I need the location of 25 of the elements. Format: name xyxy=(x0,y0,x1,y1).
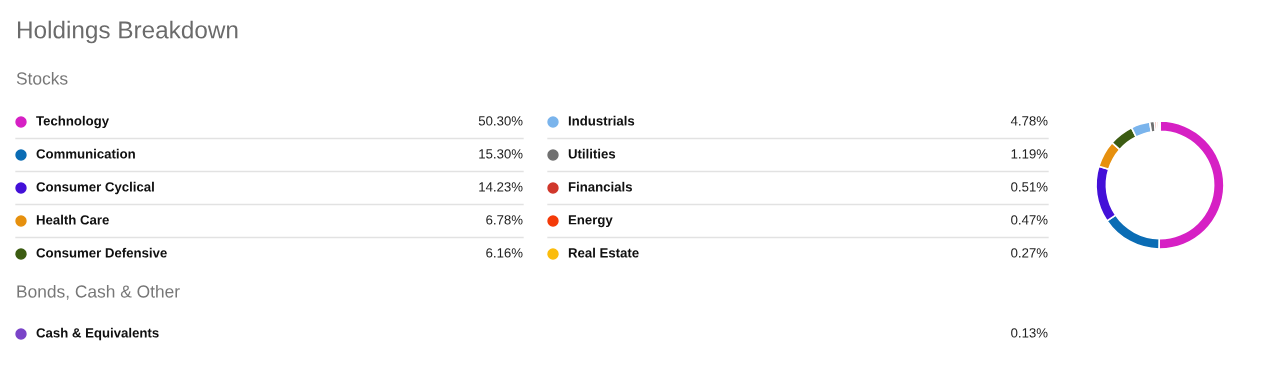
data-label: 0.51% xyxy=(1011,182,1048,192)
chart-title: Holdings Breakdown xyxy=(17,20,238,44)
data-label: 0.27% xyxy=(1011,248,1048,258)
legend-label: Consumer Defensive xyxy=(36,247,167,258)
legend-label: Cash & Equivalents xyxy=(36,327,159,341)
legend-label: Utilities xyxy=(568,148,616,159)
legend-label: Industrials xyxy=(568,115,635,126)
legend-label: Technology xyxy=(36,115,109,129)
data-label: 50.30% xyxy=(478,116,523,126)
data-label: 1.19% xyxy=(1011,149,1048,159)
legend-label: Health Care xyxy=(36,214,109,225)
legend-label: Financials xyxy=(568,181,632,192)
data-label: 0.13% xyxy=(1011,328,1048,338)
legend-label: Communication xyxy=(36,148,135,159)
data-label: 14.23% xyxy=(479,182,523,192)
data-label: 15.30% xyxy=(479,149,523,159)
legend-label: Consumer Cyclical xyxy=(36,181,154,195)
text: Bonds, Cash & Other xyxy=(17,284,180,300)
chart-subtitle: Stocks xyxy=(16,71,68,85)
data-label: 6.78% xyxy=(486,215,523,225)
legend-label: Real Estate xyxy=(568,247,639,258)
data-label: 4.78% xyxy=(1010,116,1048,126)
data-label: 0.47% xyxy=(1011,215,1048,225)
legend-label: Energy xyxy=(568,215,613,228)
data-label: 6.16% xyxy=(486,248,523,258)
